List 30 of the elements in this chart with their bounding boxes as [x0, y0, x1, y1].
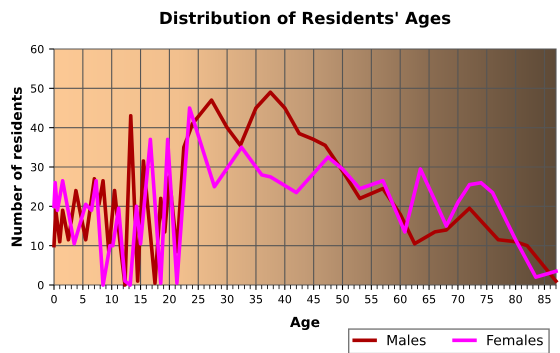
y-axis-title: Number of residents — [11, 87, 22, 246]
x-tick-label: 45 — [307, 295, 320, 304]
x-tick-label: 40 — [278, 294, 292, 304]
x-tick-label: 35 — [250, 294, 262, 304]
y-tick-label: 40 — [30, 124, 44, 132]
x-tick-label: 50 — [336, 294, 349, 304]
x-tick-label: 25 — [192, 294, 204, 304]
y-tick-label: 30 — [30, 162, 44, 172]
y-tick-label: 20 — [30, 202, 44, 211]
chart-title: Distribution of Residents' Ages — [160, 11, 450, 28]
x-axis-title: Age — [290, 316, 320, 330]
y-tick-label: 60 — [30, 44, 44, 54]
x-tick-label: 80 — [509, 294, 522, 304]
x-tick-label: 0 — [51, 294, 57, 304]
y-tick-label: 10 — [31, 242, 44, 250]
x-tick-label: 65 — [422, 294, 436, 304]
x-tick-label: 55 — [365, 295, 378, 304]
x-tick-label: 20 — [163, 294, 176, 304]
x-tick-label: 15 — [134, 295, 147, 304]
y-tick-label: 50 — [30, 84, 44, 93]
y-tick-label: 0 — [38, 280, 44, 290]
x-tick-label: 30 — [220, 294, 234, 304]
legend-label: Females — [487, 334, 543, 346]
x-tick-label: 75 — [480, 295, 493, 304]
x-tick-label: 10 — [106, 294, 118, 304]
x-tick-label: 5 — [80, 295, 86, 304]
x-tick-label: 85 — [538, 294, 551, 304]
legend-label: Males — [388, 334, 426, 346]
x-tick-label: 60 — [394, 294, 407, 304]
x-tick-label: 70 — [452, 294, 464, 304]
